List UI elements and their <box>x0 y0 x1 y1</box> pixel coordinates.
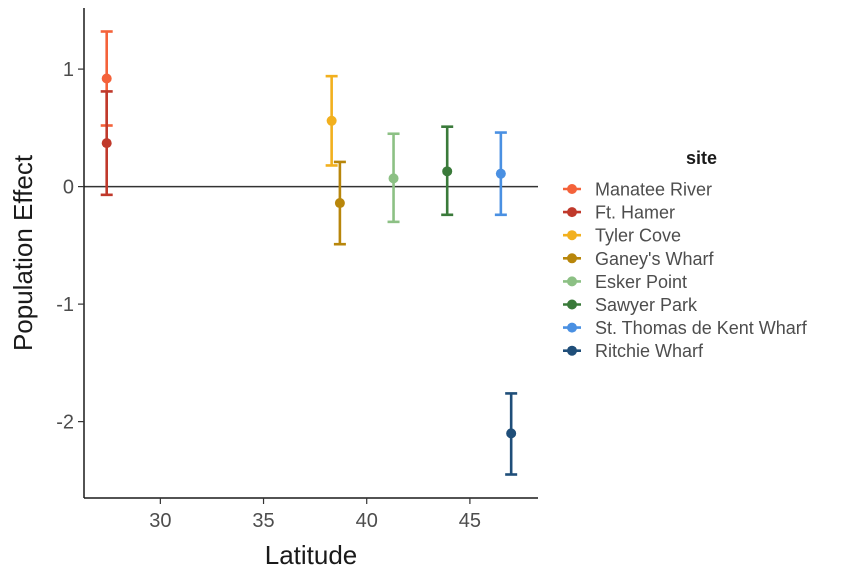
data-point <box>495 168 506 179</box>
legend-label: Manatee River <box>595 180 712 200</box>
y-axis-title: Population Effect <box>8 154 38 351</box>
y-tick-label: 0 <box>63 177 74 199</box>
legend-item-esker-point: Esker Point <box>563 272 687 292</box>
legend-items: Manatee River Ft. Hamer Tyler Cove Ganey's … <box>563 180 808 361</box>
legend-key-point <box>567 207 577 218</box>
legend-key-point <box>567 230 577 241</box>
y-axis-ticks: -2 -1 0 1 <box>56 59 84 434</box>
legend-key-point <box>567 322 577 333</box>
series-ft-hamer <box>100 90 113 197</box>
series-st-thomas-de-kent-wharf <box>494 131 507 217</box>
data-point <box>334 198 345 209</box>
legend-item-ritchie-wharf: Ritchie Wharf <box>563 341 704 361</box>
data-point <box>326 115 337 126</box>
x-axis-title: Latitude <box>265 540 358 570</box>
legend-key-point <box>567 299 577 310</box>
legend-item-manatee-river: Manatee River <box>563 180 712 200</box>
legend-item-sawyer-park: Sawyer Park <box>563 295 698 315</box>
data-marks <box>100 30 518 476</box>
legend-key-point <box>567 276 577 287</box>
series-sawyer-park <box>441 125 454 217</box>
legend-key-point <box>567 184 577 194</box>
legend-item-tyler-cove: Tyler Cove <box>563 226 681 246</box>
legend-label: Esker Point <box>595 272 687 292</box>
legend-key-point <box>567 253 577 264</box>
data-point <box>506 428 517 439</box>
legend-key-point <box>567 345 577 356</box>
series-ritchie-wharf <box>505 392 518 476</box>
data-point <box>101 138 112 149</box>
legend-label: Ritchie Wharf <box>595 341 704 361</box>
data-point <box>388 173 399 184</box>
data-point <box>101 73 112 84</box>
y-tick-label: -2 <box>56 412 74 434</box>
legend: site Manatee River Ft. Hamer Tyler Cove Gan… <box>563 148 808 361</box>
legend-item-ganey-s-wharf: Ganey's Wharf <box>563 249 714 269</box>
y-tick-label: 1 <box>63 59 74 81</box>
legend-label: Ft. Hamer <box>595 203 675 223</box>
legend-item-ft-hamer: Ft. Hamer <box>563 203 675 223</box>
legend-label: St. Thomas de Kent Wharf <box>595 318 808 338</box>
data-point <box>442 166 453 177</box>
y-tick-label: -1 <box>56 294 74 316</box>
x-tick-label: 35 <box>252 510 274 532</box>
legend-label: Sawyer Park <box>595 295 698 315</box>
x-axis-ticks: 30 35 40 45 <box>149 498 481 532</box>
legend-item-st-thomas-de-kent-wharf: St. Thomas de Kent Wharf <box>563 318 808 338</box>
series-esker-point <box>387 132 400 224</box>
series-ganey-s-wharf <box>333 160 346 246</box>
series-tyler-cove <box>325 74 338 167</box>
plot-area <box>83 8 538 499</box>
legend-label: Tyler Cove <box>595 226 681 246</box>
x-tick-label: 40 <box>356 510 378 532</box>
legend-title: site <box>686 148 717 168</box>
x-tick-label: 30 <box>149 510 171 532</box>
x-tick-label: 45 <box>459 510 481 532</box>
legend-label: Ganey's Wharf <box>595 249 714 269</box>
